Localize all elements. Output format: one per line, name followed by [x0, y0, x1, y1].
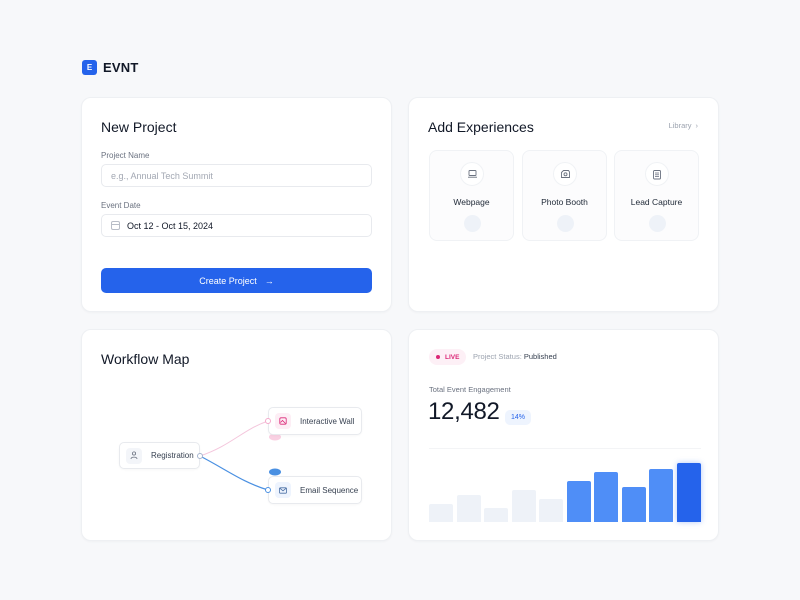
- arrow-right-icon: →: [264, 275, 274, 286]
- add-dot: [649, 215, 666, 232]
- input-port[interactable]: [265, 418, 271, 424]
- event-date-picker[interactable]: Oct 12 - Oct 15, 2024: [101, 214, 372, 237]
- experience-label: Webpage: [453, 197, 490, 207]
- live-dot-icon: [436, 355, 440, 359]
- library-label: Library: [668, 121, 692, 130]
- calendar-icon: [111, 221, 120, 230]
- clipboard-icon: [645, 162, 669, 186]
- chart-bar: [456, 495, 481, 522]
- workflow-connectors: [199, 420, 281, 491]
- add-experiences-card: Add Experiences Library › Webpage Photo …: [408, 97, 719, 312]
- experience-label: Lead Capture: [630, 197, 683, 207]
- node-label: Interactive Wall: [300, 416, 355, 426]
- live-badge: LIVE: [429, 349, 467, 365]
- project-status: Project Status: Published: [473, 352, 557, 361]
- brand: E EVNT: [82, 60, 138, 75]
- engagement-card: LIVE Project Status: Published Total Eve…: [408, 329, 719, 541]
- user-icon: [126, 447, 142, 464]
- chart-bar: [566, 481, 591, 522]
- mail-icon: [275, 482, 291, 498]
- engagement-change-badge: 14%: [505, 410, 532, 425]
- laptop-icon: [460, 162, 484, 186]
- engagement-label: Total Event Engagement: [429, 385, 511, 394]
- add-dot: [557, 215, 574, 232]
- experience-label: Photo Booth: [541, 197, 588, 207]
- workflow-node-interactive-wall[interactable]: Interactive Wall: [268, 407, 362, 435]
- status-label: Project Status:: [473, 352, 522, 361]
- chart-bar: [484, 508, 508, 522]
- image-icon: [275, 413, 291, 429]
- chart-bar: [649, 469, 673, 522]
- workflow-node-registration[interactable]: Registration: [119, 442, 200, 469]
- workflow-node-email-sequence[interactable]: Email Sequence: [268, 476, 362, 504]
- brand-name: EVNT: [103, 60, 139, 75]
- chart-bar: [539, 499, 563, 522]
- card-title: Add Experiences: [428, 119, 534, 135]
- camera-icon: [553, 162, 577, 186]
- event-date-label: Event Date: [101, 201, 141, 210]
- chart-bar: [676, 463, 701, 522]
- card-title: New Project: [101, 119, 177, 135]
- experience-lead-capture[interactable]: Lead Capture: [614, 150, 699, 241]
- create-project-button[interactable]: Create Project →: [101, 268, 372, 293]
- node-label: Registration: [151, 451, 194, 460]
- experience-webpage[interactable]: Webpage: [429, 150, 514, 241]
- chart-bar: [511, 490, 536, 522]
- chevron-right-icon: ›: [695, 121, 699, 130]
- chart-bar: [429, 504, 453, 522]
- live-label: LIVE: [445, 353, 460, 361]
- experience-photo-booth[interactable]: Photo Booth: [522, 150, 607, 241]
- chart-bar: [621, 487, 646, 522]
- status-value: Published: [523, 352, 557, 361]
- add-dot: [464, 215, 481, 232]
- project-name-placeholder: e.g., Annual Tech Summit: [111, 170, 213, 181]
- event-date-value: Oct 12 - Oct 15, 2024: [127, 220, 214, 231]
- new-project-card: New Project Project Name e.g., Annual Te…: [81, 97, 392, 312]
- library-link[interactable]: Library ›: [669, 121, 698, 130]
- engagement-value: 12,482: [428, 398, 500, 425]
- project-name-input[interactable]: e.g., Annual Tech Summit: [101, 164, 372, 187]
- brand-logo-icon: E: [82, 60, 97, 75]
- card-title: Workflow Map: [101, 351, 190, 367]
- output-port[interactable]: [197, 453, 203, 459]
- create-project-label: Create Project: [199, 275, 257, 286]
- engagement-bar-chart: [429, 448, 701, 522]
- chart-bar: [594, 472, 618, 522]
- node-label: Email Sequence: [300, 485, 359, 495]
- project-name-label: Project Name: [101, 151, 150, 160]
- workflow-map-card: Workflow Map Registration Interactive Wa…: [81, 329, 392, 541]
- input-port[interactable]: [265, 487, 271, 493]
